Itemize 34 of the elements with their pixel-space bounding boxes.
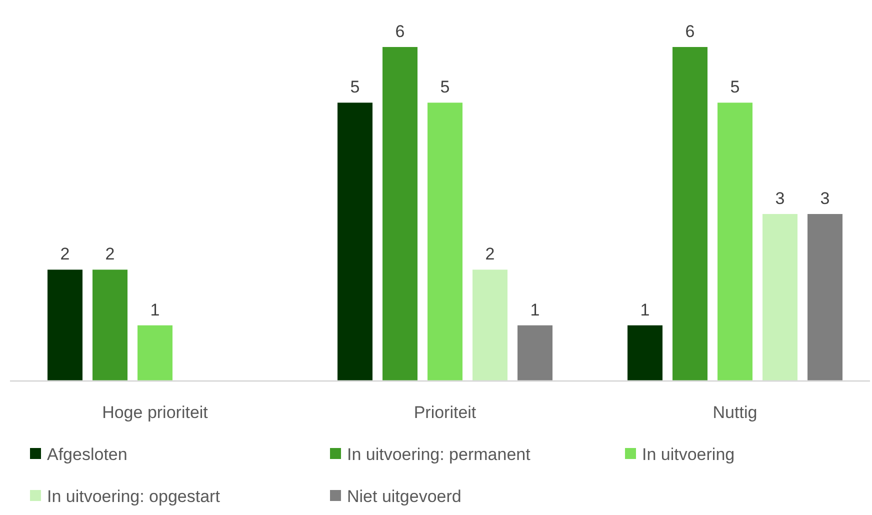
data-label: 6 <box>685 22 695 41</box>
bar <box>472 270 508 381</box>
x-tick-label: Nuttig <box>712 403 758 422</box>
bar <box>672 47 708 381</box>
bar <box>718 102 752 381</box>
data-label: 3 <box>775 189 785 208</box>
bar <box>138 325 172 381</box>
x-tick-label: Prioriteit <box>414 403 476 422</box>
legend-label: Niet uitgevoerd <box>347 487 462 506</box>
legend-label: Afgesloten <box>47 445 128 464</box>
data-label: 6 <box>395 22 405 41</box>
bar <box>762 214 798 381</box>
data-label: 2 <box>485 244 495 264</box>
data-label: 5 <box>440 78 450 97</box>
bar <box>48 270 82 381</box>
bar <box>808 214 842 381</box>
data-label: 2 <box>105 244 115 264</box>
bar <box>382 47 418 381</box>
legend-label: In uitvoering: opgestart <box>47 487 220 506</box>
data-label: 5 <box>350 78 360 97</box>
bar <box>628 325 662 381</box>
legend-label: In uitvoering: permanent <box>347 445 531 464</box>
data-label: 1 <box>150 300 160 320</box>
data-label: 1 <box>640 300 650 320</box>
data-label: 3 <box>820 189 830 208</box>
data-label: 5 <box>730 78 740 97</box>
x-tick-label: Hoge prioriteit <box>102 403 208 422</box>
legend-label: In uitvoering <box>642 445 735 464</box>
bar <box>338 102 372 381</box>
data-label: 1 <box>530 300 540 320</box>
bar <box>428 102 462 381</box>
data-label: 2 <box>60 244 70 264</box>
bar <box>518 325 552 381</box>
bar <box>92 270 128 381</box>
